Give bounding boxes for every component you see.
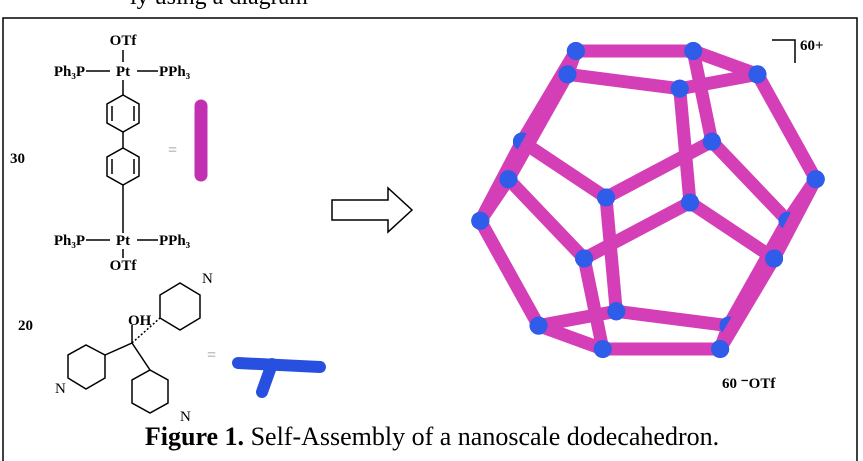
vertex-icon (232, 357, 326, 398)
vertex-node (529, 316, 548, 335)
vertex-node (684, 42, 703, 61)
vertex-node (566, 42, 585, 61)
counterion: 60 ⁻OTf (722, 376, 776, 392)
right-ligand: PPh₃ (159, 233, 191, 249)
vertex-node (680, 193, 699, 212)
edge (501, 67, 575, 186)
vertex-node (748, 65, 767, 84)
edge (532, 304, 623, 333)
metal: Pt (116, 64, 130, 80)
nitrogen: N (180, 409, 191, 425)
frame (2, 17, 858, 461)
edge (686, 44, 719, 149)
vertex-count: 20 (18, 318, 33, 334)
edge (599, 190, 623, 318)
edge (532, 319, 610, 356)
bottom-group: OTf (110, 258, 138, 274)
nitrogen: N (55, 381, 66, 397)
vertex-node (806, 170, 825, 189)
clipped-text: ly using a diagram (130, 0, 308, 10)
reaction-arrow (331, 186, 414, 234)
linker-count: 30 (10, 151, 25, 167)
edge (609, 304, 735, 333)
charge: 60+ (800, 38, 824, 54)
vertex-node (765, 249, 784, 268)
caption-label: Figure 1. (145, 422, 244, 451)
edge (599, 135, 719, 204)
vertex-node (575, 249, 594, 268)
hydroxyl: OH (128, 313, 152, 329)
vertex-node (593, 339, 612, 358)
right-ligand: PPh₃ (159, 64, 191, 80)
edge (713, 251, 781, 356)
vertex-structure (67, 282, 201, 414)
vertex-node (711, 339, 730, 358)
linker-structure (86, 50, 158, 258)
vertex-node (471, 211, 490, 230)
edge (515, 135, 613, 204)
vertex-node (702, 132, 721, 151)
edge (501, 172, 591, 265)
equals: = (207, 347, 216, 364)
top-group: OTf (110, 33, 138, 49)
bracket (772, 39, 796, 63)
edge (683, 196, 781, 265)
edge (577, 196, 697, 265)
edge (577, 251, 610, 356)
edge (767, 172, 823, 265)
edge (473, 214, 546, 333)
edge (561, 67, 687, 96)
vertex-node (670, 79, 689, 98)
dodecahedron (471, 42, 825, 358)
edge (750, 67, 823, 186)
edge (705, 135, 795, 228)
metal: Pt (116, 233, 130, 249)
vertex-node (597, 188, 616, 207)
edge (673, 67, 764, 96)
nitrogen: N (202, 271, 213, 287)
vertex-node (499, 170, 518, 189)
vertex-node (607, 302, 626, 321)
vertex-node (558, 65, 577, 84)
caption-text: Self-Assembly of a nanoscale dodecahedro… (244, 422, 719, 451)
left-ligand: Ph₃P (54, 64, 85, 80)
edge (673, 82, 697, 210)
equals: = (168, 142, 177, 159)
caption: Figure 1. Self-Assembly of a nanoscale d… (145, 422, 719, 451)
left-ligand: Ph₃P (54, 233, 85, 249)
